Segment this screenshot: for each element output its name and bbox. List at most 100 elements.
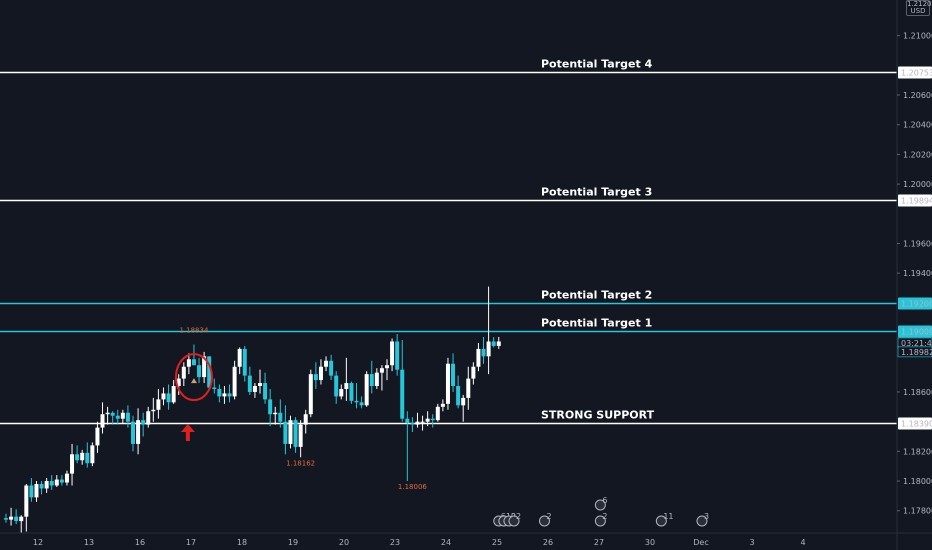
candle-body	[400, 369, 405, 419]
candle-body	[70, 454, 75, 474]
candle-body	[379, 368, 384, 373]
candle-body	[268, 399, 273, 415]
candle-body	[364, 374, 369, 406]
candle-body	[445, 363, 450, 404]
candle-body	[344, 383, 349, 389]
level-price-tag	[898, 66, 932, 79]
candle-body	[207, 356, 212, 388]
candle-body	[354, 400, 359, 403]
current-price-tag	[897, 346, 932, 358]
candle-body	[339, 388, 344, 397]
candle-body	[34, 484, 39, 498]
candle-body	[385, 365, 389, 369]
candle-body	[59, 479, 64, 483]
candle-body	[288, 420, 293, 444]
event-badge-icon[interactable]	[538, 515, 550, 527]
candle-body	[410, 423, 415, 425]
price-tick-label: 1.18600	[903, 388, 932, 397]
candle-body	[166, 393, 171, 403]
candle-body	[191, 359, 196, 366]
price-tick-label: 1.21000	[903, 32, 932, 41]
candle-body	[115, 415, 120, 419]
time-tick-label: 3	[749, 538, 754, 547]
candle-body	[283, 421, 288, 444]
candle-body	[197, 365, 202, 378]
candle-body	[49, 481, 54, 486]
price-tick-label: 1.20600	[903, 91, 932, 100]
event-badge-icon[interactable]	[655, 515, 667, 527]
candle-body	[39, 484, 44, 489]
candle-body	[476, 348, 481, 367]
current-price-text: 03:21:41	[901, 339, 932, 348]
candle-body	[405, 418, 410, 424]
candle-body	[202, 356, 207, 378]
extreme-price-label: 1.18162	[286, 459, 315, 467]
time-tick-label: 25	[492, 538, 502, 547]
time-tick-label: 24	[441, 538, 451, 547]
candle-body	[369, 374, 374, 387]
candle-body	[80, 452, 85, 461]
currency-code: USD	[910, 7, 926, 15]
candle-body	[232, 366, 237, 397]
event-badge-count: 2	[546, 512, 551, 521]
candle-body	[440, 403, 445, 407]
candle-body	[374, 372, 379, 387]
candle-body	[278, 412, 283, 422]
candle-body	[64, 473, 69, 483]
candle-body	[181, 366, 186, 379]
candle-body	[471, 366, 476, 379]
candle-body	[29, 485, 34, 498]
annotations: 1.18834 1.18162 1.18006	[174, 327, 427, 491]
candle-body	[95, 427, 100, 446]
price-tick-label: 1.20000	[903, 180, 932, 189]
event-badges: 61022226113	[493, 496, 709, 527]
candle-body	[146, 411, 151, 425]
level-price-tag	[898, 325, 932, 338]
candle-body	[100, 414, 105, 428]
candle-body	[151, 409, 156, 412]
time-tick-label: 23	[390, 538, 400, 547]
candle-body	[156, 399, 161, 410]
candle-body	[451, 363, 456, 387]
extreme-price-label: 1.18006	[398, 483, 427, 491]
time-tick-label: 18	[237, 538, 247, 547]
time-tick-label: 20	[339, 538, 349, 547]
currency-badge[interactable]: 1.21200 USD	[906, 0, 932, 16]
candle-body	[313, 374, 318, 381]
price-tick-label: 1.18000	[903, 477, 932, 486]
time-tick-label: 13	[84, 538, 94, 547]
candle-body	[125, 412, 130, 422]
candle-body	[415, 421, 420, 425]
candle-body	[359, 402, 364, 406]
candle-body	[486, 341, 491, 357]
price-tick-label: 1.19400	[903, 269, 932, 278]
candle-body	[491, 341, 496, 346]
candle-body	[85, 452, 90, 464]
level-label: Potential Target 4	[541, 58, 653, 71]
candle-body	[252, 386, 257, 392]
candle-body	[318, 366, 323, 381]
candle-body	[293, 420, 298, 447]
time-tick-label: 12	[33, 538, 43, 547]
event-badge-icon[interactable]	[594, 499, 606, 511]
event-badge-icon[interactable]	[594, 515, 606, 527]
candle-body	[390, 341, 395, 366]
time-tick-label: 17	[186, 538, 196, 547]
candle-body	[298, 424, 303, 447]
candle-body	[481, 348, 486, 357]
candle-body	[334, 375, 339, 397]
time-tick-label: 30	[645, 538, 655, 547]
candle-body	[105, 412, 110, 415]
event-badge-icon[interactable]	[508, 515, 520, 527]
time-tick-label: 19	[288, 538, 298, 547]
candle-body	[44, 481, 49, 489]
level-label: Potential Target 1	[541, 317, 652, 330]
candle-body	[430, 418, 435, 421]
level-price-text: 1.20753	[901, 69, 932, 78]
candle-body	[258, 383, 262, 387]
candle-body	[466, 378, 471, 398]
level-price-text: 1.19009	[901, 328, 932, 337]
event-badge-icon[interactable]	[696, 515, 708, 527]
candle-body	[136, 420, 141, 444]
